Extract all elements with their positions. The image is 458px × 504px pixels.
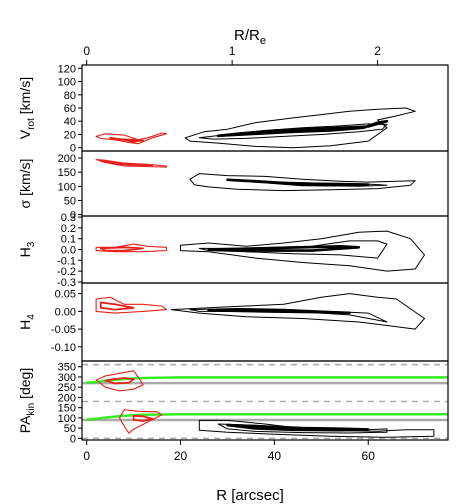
contour-black-inner xyxy=(207,308,351,315)
y-tick-label: 150 xyxy=(58,167,76,179)
panel-sigma-plot-area xyxy=(95,158,416,192)
panel-frame xyxy=(81,360,449,441)
y-tick-label: 100 xyxy=(58,413,76,425)
contour-black-inner xyxy=(207,245,361,252)
contour-black-outer xyxy=(180,230,425,272)
y-tick-label: 200 xyxy=(58,153,76,165)
y-tick-label: 50 xyxy=(64,195,76,207)
y-tick-label: 60 xyxy=(64,103,76,115)
contour-red-inner xyxy=(99,301,135,311)
contour-red-outer xyxy=(95,296,168,314)
y-tick-label: 0.05 xyxy=(55,289,76,301)
y-tick-label: 20 xyxy=(64,129,76,141)
x-axis: 0 20 40 60 R [arcsec] xyxy=(83,440,375,504)
y-tick-label: 250 xyxy=(58,382,76,394)
y-tick-label: 40 xyxy=(64,116,76,128)
contour-black-outer xyxy=(189,173,416,192)
x-tick-label: 60 xyxy=(362,449,376,463)
x-tick-label: 0 xyxy=(83,449,90,463)
y-tick-label: 0 xyxy=(70,143,76,155)
x-tick-label: 20 xyxy=(174,449,188,463)
contour-red-outer xyxy=(95,370,144,392)
contour-black-inner xyxy=(226,178,370,187)
y-axis-label: σ [km/s] xyxy=(17,159,33,209)
y-tick-label: -0.05 xyxy=(51,324,76,336)
contour-black-outer xyxy=(184,107,416,149)
model-line xyxy=(86,376,448,384)
top-tick-label: 0 xyxy=(83,44,90,58)
top-axis-title: R/Re xyxy=(234,27,266,47)
panel-frame xyxy=(81,150,449,217)
y-axis-label: H4 xyxy=(17,314,37,330)
y-tick-label: 0.2 xyxy=(61,223,76,235)
panel-h4: -0.10 -0.05 0.00 0.05 H4 xyxy=(17,282,449,362)
y-tick-label: 50 xyxy=(64,423,76,435)
y-tick-label: 0 xyxy=(70,210,76,222)
contour-black-outer xyxy=(170,293,425,330)
y-tick-label: 0.0 xyxy=(61,245,76,257)
panel-h4-plot-area xyxy=(95,293,425,330)
y-tick-label: 300 xyxy=(58,372,76,384)
x-axis-title: R [arcsec] xyxy=(216,487,284,504)
model-line xyxy=(86,412,448,421)
y-tick-label: -0.2 xyxy=(57,266,76,278)
y-tick-label: 100 xyxy=(58,181,76,193)
y-tick-label: -0.1 xyxy=(57,255,76,267)
panel-frame xyxy=(81,64,449,152)
contour-red-inner2 xyxy=(132,414,154,422)
contour-red-inner xyxy=(99,246,144,252)
y-tick-label: 0.1 xyxy=(61,234,76,246)
contour-red-outer xyxy=(95,132,168,145)
panel-h3-plot-area xyxy=(95,230,425,272)
contour-black-inner xyxy=(226,423,370,432)
y-tick-label: 0.00 xyxy=(55,306,76,318)
y-tick-label: 100 xyxy=(58,77,76,89)
y-tick-label: 0.3 xyxy=(61,212,76,224)
y-axis-label: PAkin [deg] xyxy=(17,368,37,433)
x-axis-ticks: 0 20 40 60 xyxy=(83,440,375,463)
contour-black-inner xyxy=(216,119,389,138)
top-tick-label: 2 xyxy=(374,44,381,58)
y-tick-label: -0.3 xyxy=(57,277,76,289)
top-axis-ticks: 0 1 2 xyxy=(83,44,381,65)
y-axis-label: H3 xyxy=(17,241,37,257)
contour-red-outer2 xyxy=(118,409,163,434)
panel-vrot-plot-area xyxy=(95,107,416,149)
y-axis-label: Vrot [km/s] xyxy=(17,77,37,139)
y-tick-label: 80 xyxy=(64,90,76,102)
contour-red-inner xyxy=(109,136,144,143)
y-tick-label: 0 xyxy=(70,433,76,445)
y-tick-label: 120 xyxy=(58,63,76,75)
panel-sigma: 0 50 100 150 200 σ [km/s] xyxy=(17,150,449,222)
contour-black-outer xyxy=(198,419,435,438)
top-tick-label: 1 xyxy=(229,44,236,58)
panel-frame xyxy=(81,282,449,362)
panel-pa-plot-area xyxy=(82,363,448,440)
top-axis: R/Re 0 1 2 xyxy=(83,27,381,65)
y-tick-label: 350 xyxy=(58,362,76,374)
contour-red-inner xyxy=(104,377,135,385)
y-tick-label: 150 xyxy=(58,403,76,415)
panel-h3: -0.3-0.2-0.10.00.10.20.3 H3 xyxy=(17,212,449,289)
y-tick-label: 200 xyxy=(58,392,76,404)
y-tick-label: -0.10 xyxy=(51,342,76,354)
contour-red-inner xyxy=(99,160,154,167)
x-tick-label: 40 xyxy=(268,449,282,463)
